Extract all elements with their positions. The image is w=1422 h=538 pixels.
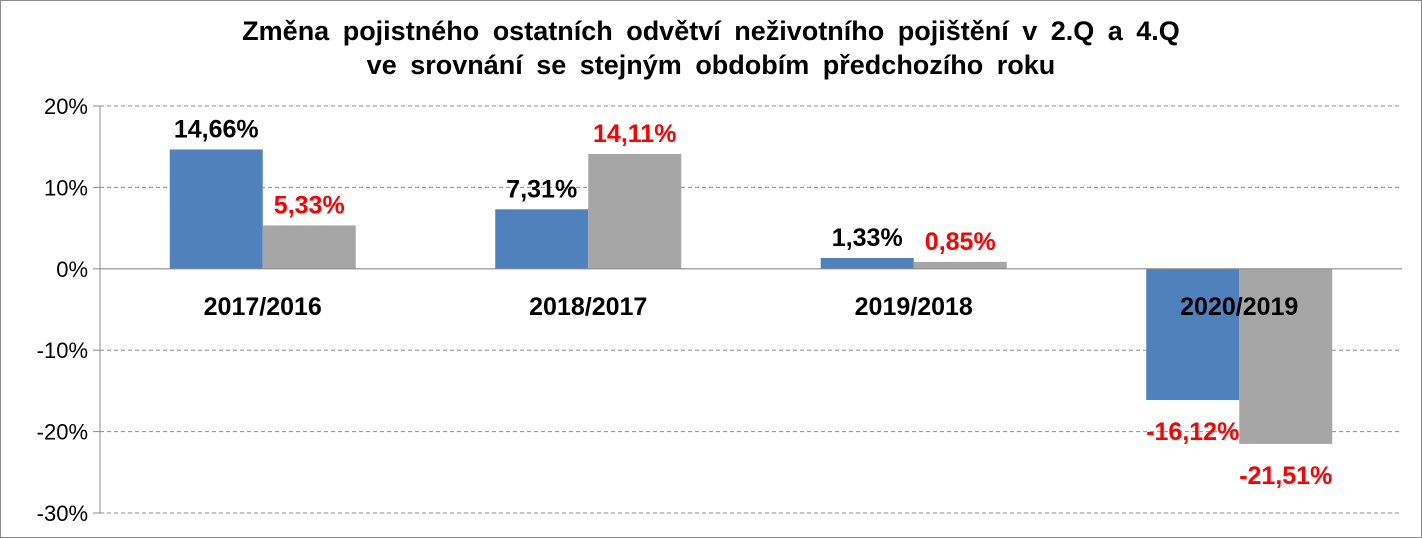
y-tick-label: -20%: [37, 420, 88, 445]
data-label: 5,33%: [274, 191, 345, 219]
y-tick-label: -30%: [37, 501, 88, 526]
chart-title: Změna pojistného ostatních odvětví neživ…: [0, 14, 1422, 82]
bar: [588, 153, 682, 269]
bar: [820, 257, 914, 269]
category-label: 2020/2019: [1180, 293, 1298, 321]
bar: [169, 149, 263, 269]
data-label: -16,12%: [1146, 418, 1239, 446]
bar: [913, 261, 1007, 269]
y-tick-label: -10%: [37, 338, 88, 363]
bar: [1146, 268, 1240, 401]
category-label: 2018/2017: [529, 293, 647, 321]
data-label: 14,11%: [593, 120, 676, 148]
y-tick-label: 10%: [44, 175, 88, 200]
bar: [1239, 268, 1333, 444]
category-label: 2017/2016: [204, 293, 322, 321]
y-tick-label: 0%: [56, 257, 88, 282]
bar: [262, 225, 356, 269]
data-label: 1,33%: [832, 224, 903, 252]
bar: [495, 209, 589, 269]
chart-title-line1: Změna pojistného ostatních odvětví neživ…: [242, 16, 1180, 46]
y-tick-label: 20%: [44, 94, 88, 119]
chart-title-line2: ve srovnání se stejným obdobím předchozí…: [366, 50, 1056, 80]
category-label: 2019/2018: [855, 293, 973, 321]
data-label: 7,31%: [506, 175, 577, 203]
data-label: 0,85%: [925, 228, 996, 256]
data-label: -21,51%: [1239, 462, 1332, 490]
data-label: 14,66%: [174, 115, 259, 143]
